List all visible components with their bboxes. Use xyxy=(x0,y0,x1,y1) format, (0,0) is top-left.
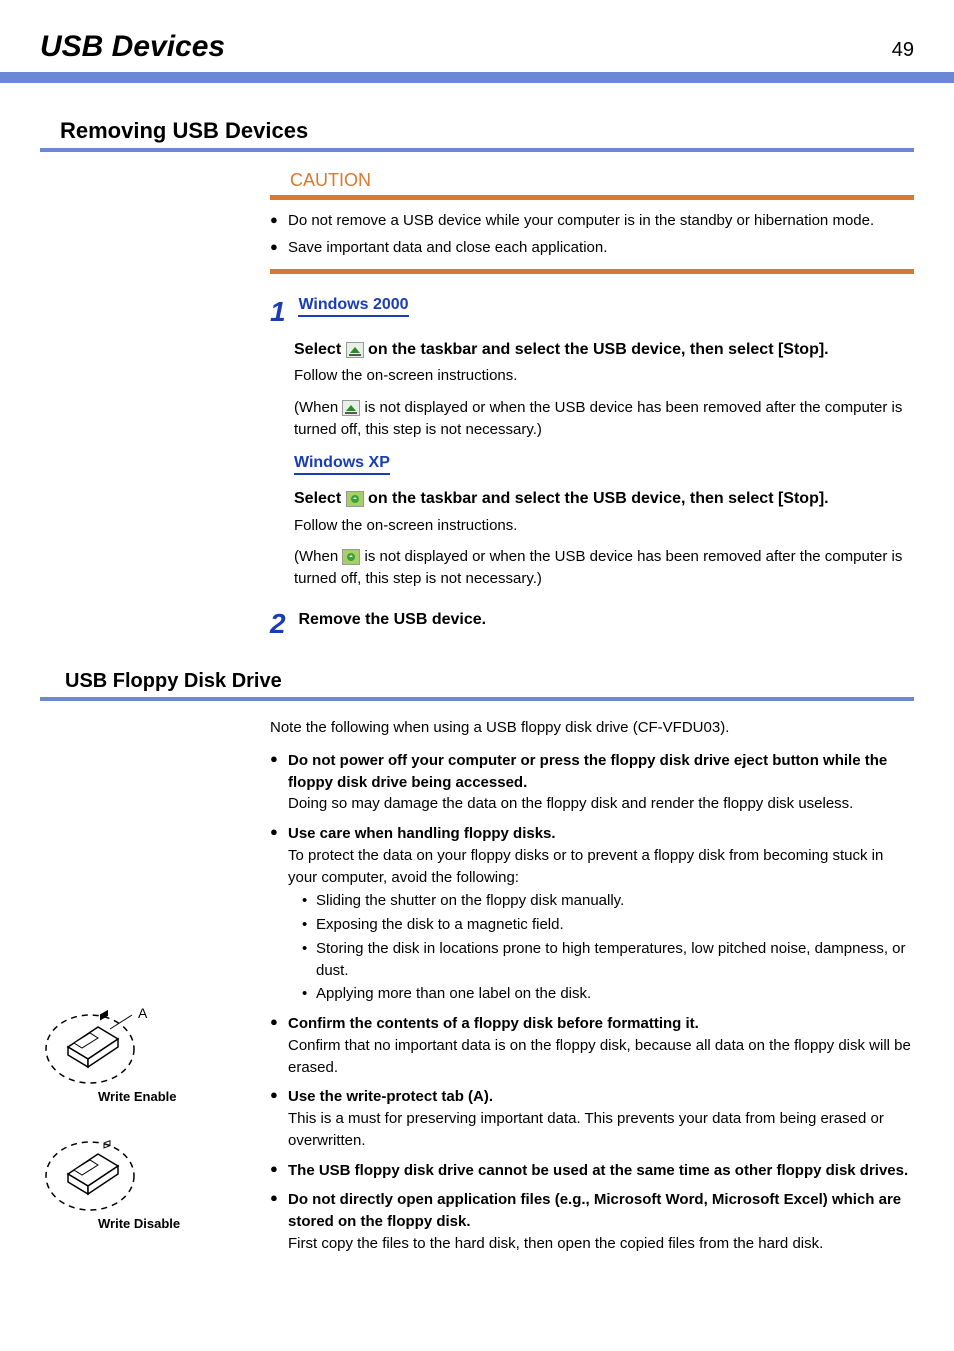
caution-bar-top xyxy=(270,195,914,200)
diagram-label-a: A xyxy=(138,1005,147,1021)
step-2: 2 Remove the USB device. xyxy=(270,608,914,640)
floppy-icon xyxy=(40,999,140,1087)
section-divider xyxy=(40,697,914,701)
floppy-item: The USB floppy disk drive cannot be used… xyxy=(270,1160,914,1182)
step-subtext: Follow the on-screen instructions. xyxy=(294,515,914,537)
eject-hardware-icon xyxy=(342,400,360,416)
page-title: USB Devices xyxy=(40,30,225,64)
floppy-item: Use care when handling floppy disks. To … xyxy=(270,823,914,1005)
floppy-list: Do not power off your computer or press … xyxy=(270,750,914,1255)
floppy-columns: A Write Enable xyxy=(40,719,914,1263)
step-instruction: Remove the USB device. xyxy=(298,608,912,631)
step-1-body: Windows 2000 xyxy=(298,296,912,323)
step-1: 1 Windows 2000 xyxy=(270,296,914,328)
page-content: Removing USB Devices CAUTION Do not remo… xyxy=(0,118,954,1293)
step-subtext: Follow the on-screen instructions. xyxy=(294,365,914,387)
caution-block: CAUTION Do not remove a USB device while… xyxy=(270,170,914,274)
floppy-body: Note the following when using a USB flop… xyxy=(270,719,914,1263)
floppy-intro: Note the following when using a USB flop… xyxy=(270,719,914,736)
removing-body: CAUTION Do not remove a USB device while… xyxy=(270,170,914,640)
floppy-item: Do not directly open application files (… xyxy=(270,1189,914,1254)
floppy-subitem: Sliding the shutter on the floppy disk m… xyxy=(288,890,914,912)
floppy-subitem: Storing the disk in locations prone to h… xyxy=(288,938,914,982)
section-heading-removing: Removing USB Devices xyxy=(40,118,914,144)
floppy-sublist: Sliding the shutter on the floppy disk m… xyxy=(288,890,914,1005)
step-instruction: Select on the taskbar and select the USB… xyxy=(294,487,914,510)
step-1-win2000: Select on the taskbar and select the USB… xyxy=(294,338,914,590)
header-divider xyxy=(0,72,954,83)
floppy-item: Confirm the contents of a floppy disk be… xyxy=(270,1013,914,1078)
step-paren: (When is not displayed or when the USB d… xyxy=(294,397,914,441)
step-paren: (When is not displayed or when the USB d… xyxy=(294,546,914,590)
caution-item: Save important data and close each appli… xyxy=(270,237,914,260)
diagram-caption: Write Disable xyxy=(40,1216,270,1231)
eject-hardware-icon xyxy=(346,342,364,358)
floppy-item: Use the write-protect tab (A). This is a… xyxy=(270,1086,914,1151)
section-divider xyxy=(40,148,914,152)
caution-list: Do not remove a USB device while your co… xyxy=(270,210,914,259)
eject-hardware-xp-icon xyxy=(342,549,360,565)
floppy-write-enable-diagram: A Write Enable xyxy=(40,999,270,1104)
diagram-caption: Write Enable xyxy=(40,1089,270,1104)
step-number: 2 xyxy=(270,608,294,640)
floppy-subitem: Exposing the disk to a magnetic field. xyxy=(288,914,914,936)
os-label-winxp: Windows XP xyxy=(294,454,390,475)
caution-item: Do not remove a USB device while your co… xyxy=(270,210,914,233)
floppy-diagrams: A Write Enable xyxy=(40,719,270,1263)
os-label-win2000: Windows 2000 xyxy=(298,296,408,317)
caution-title: CAUTION xyxy=(270,170,914,191)
floppy-item: Do not power off your computer or press … xyxy=(270,750,914,815)
eject-hardware-xp-icon xyxy=(346,491,364,507)
step-instruction: Select on the taskbar and select the USB… xyxy=(294,338,914,361)
step-number: 1 xyxy=(270,296,294,328)
floppy-subitem: Applying more than one label on the disk… xyxy=(288,983,914,1005)
page-header: USB Devices 49 xyxy=(0,0,954,72)
caution-bar-bottom xyxy=(270,269,914,274)
floppy-write-disable-diagram: Write Disable xyxy=(40,1126,270,1231)
step-2-body: Remove the USB device. xyxy=(298,608,912,635)
floppy-icon xyxy=(40,1126,140,1214)
section-heading-floppy: USB Floppy Disk Drive xyxy=(40,670,914,693)
page-number: 49 xyxy=(892,39,914,62)
